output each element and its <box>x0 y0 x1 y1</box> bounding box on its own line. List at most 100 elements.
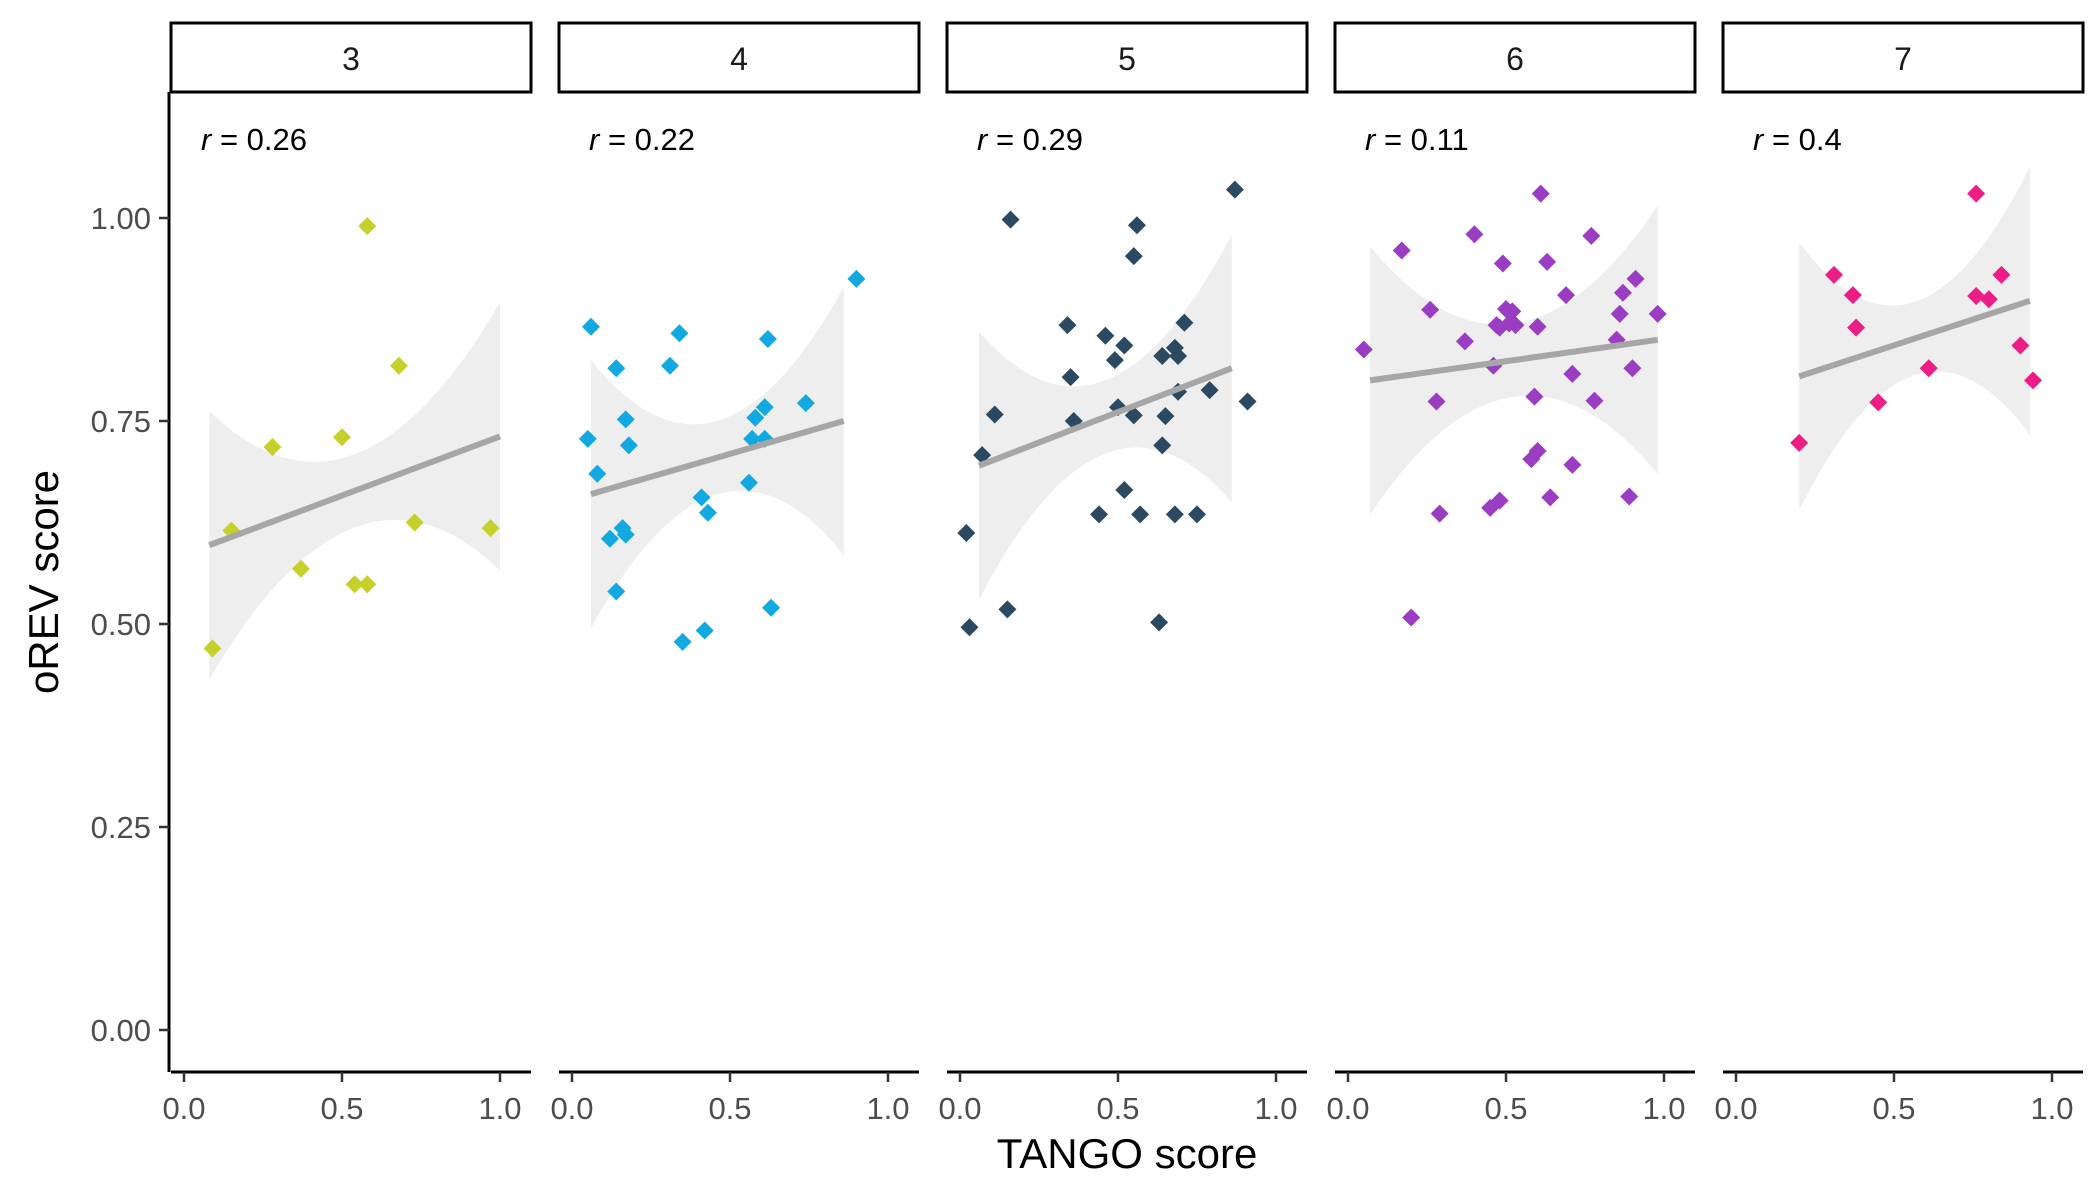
correlation-label: r = 0.26 <box>201 122 307 157</box>
data-point <box>607 359 626 378</box>
facet-strip <box>945 21 1309 94</box>
data-point <box>1490 491 1509 510</box>
x-tick-label: 0.0 <box>1714 1091 1757 1126</box>
data-point <box>1153 347 1172 366</box>
data-point <box>1058 316 1077 335</box>
facet-strip <box>169 21 533 94</box>
trend-line <box>590 418 845 497</box>
facet-strip <box>557 21 921 94</box>
data-point <box>957 524 976 543</box>
y-axis-title: oREV score <box>20 470 67 694</box>
data-point <box>739 473 758 492</box>
x-tick-label: 0.0 <box>1326 1091 1369 1126</box>
data-point <box>847 269 866 288</box>
data-point <box>1127 216 1146 235</box>
y-tick-label: 0.25 <box>91 810 151 845</box>
data-point <box>1115 481 1134 500</box>
data-point <box>1847 318 1866 337</box>
x-tick-label: 0.0 <box>162 1091 205 1126</box>
data-point <box>698 503 717 522</box>
data-point <box>1188 505 1206 524</box>
facet-panel-7: 7 0.0 0.5 1.0 r = 0.4 <box>1714 21 2085 1126</box>
data-point <box>1528 317 1547 336</box>
data-point <box>619 436 638 455</box>
data-point <box>692 488 711 507</box>
data-point <box>1465 225 1484 244</box>
data-point <box>1582 226 1601 245</box>
data-point <box>1503 302 1522 321</box>
data-point <box>616 410 635 429</box>
data-point <box>1421 300 1440 319</box>
data-point <box>1563 364 1582 383</box>
data-point <box>670 324 689 343</box>
data-point <box>1538 252 1557 271</box>
facet-strip-label: 3 <box>342 41 360 77</box>
data-point <box>1131 505 1150 524</box>
x-tick-label: 0.5 <box>708 1091 751 1126</box>
data-point <box>1557 286 1576 305</box>
data-point <box>1090 505 1109 524</box>
data-point <box>1096 326 1115 345</box>
x-tick-label: 1.0 <box>478 1091 521 1126</box>
correlation-label: r = 0.29 <box>977 122 1083 157</box>
data-point <box>758 329 777 348</box>
data-point <box>1061 368 1080 387</box>
data-point <box>1525 387 1544 406</box>
data-point <box>660 356 679 375</box>
x-tick-label: 1.0 <box>1642 1091 1685 1126</box>
data-point <box>1200 381 1219 400</box>
data-point <box>588 464 607 483</box>
x-tick-label: 0.0 <box>938 1091 981 1126</box>
x-tick-label: 0.5 <box>320 1091 363 1126</box>
data-point <box>1623 359 1642 378</box>
panels-layer: 0.00 0.25 0.50 0.75 1.00 3 0.0 0.5 1.0 r = 0.26 4 0… <box>91 21 2085 1126</box>
data-point <box>1506 316 1525 335</box>
data-point <box>578 429 597 448</box>
data-point <box>695 621 714 640</box>
data-point <box>1585 391 1604 410</box>
data-point <box>1563 455 1582 474</box>
facet-strip <box>1333 21 1697 94</box>
data-point <box>1869 393 1888 412</box>
data-point <box>1105 351 1124 370</box>
facet-strip-label: 6 <box>1506 41 1524 77</box>
facet-panel-3: 3 0.0 0.5 1.0 r = 0.26 <box>162 21 533 1126</box>
data-point <box>358 575 377 594</box>
data-point <box>1156 407 1175 426</box>
data-point <box>291 559 310 578</box>
data-point <box>1402 608 1421 627</box>
x-tick-label: 1.0 <box>866 1091 909 1126</box>
data-point <box>203 639 222 658</box>
facet-panel-5: 5 0.0 0.5 1.0 r = 0.29 <box>938 21 1309 1126</box>
data-point <box>1153 436 1172 455</box>
data-point <box>616 525 635 544</box>
x-tick-label: 1.0 <box>1254 1091 1297 1126</box>
data-point <box>2011 336 2030 355</box>
x-tick-label: 0.5 <box>1484 1091 1527 1126</box>
correlation-label: r = 0.22 <box>589 122 695 157</box>
data-point <box>1354 340 1373 359</box>
data-point <box>1175 313 1194 332</box>
data-point <box>1225 180 1244 199</box>
data-point <box>1967 184 1986 203</box>
data-point <box>405 513 424 532</box>
data-point <box>762 598 781 617</box>
data-point <box>1124 247 1143 266</box>
data-point <box>481 519 500 538</box>
data-point <box>1430 504 1449 523</box>
data-point <box>600 529 619 548</box>
data-point <box>345 575 364 594</box>
data-point <box>581 317 600 336</box>
data-point <box>1169 347 1188 366</box>
data-point <box>985 405 1004 424</box>
data-point <box>333 428 351 447</box>
data-point <box>746 408 765 427</box>
data-point <box>1392 241 1411 260</box>
data-point <box>1992 265 2011 284</box>
data-point <box>796 394 815 413</box>
data-point <box>1493 254 1512 273</box>
data-point <box>1528 442 1547 461</box>
data-point <box>1531 184 1550 203</box>
data-point <box>1790 433 1809 452</box>
correlation-label: r = 0.4 <box>1753 122 1842 157</box>
